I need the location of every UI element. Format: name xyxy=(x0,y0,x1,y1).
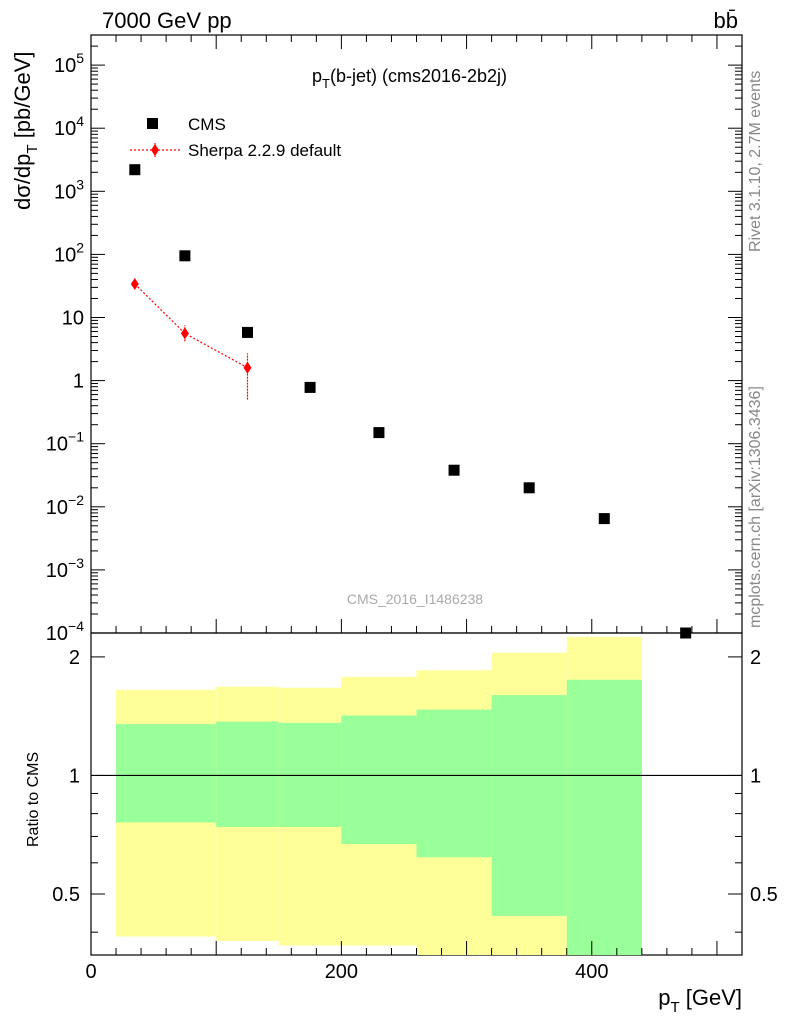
cms-series xyxy=(129,164,692,639)
band-inner-bin xyxy=(566,679,642,955)
energy-label: 7000 GeV pp xyxy=(102,8,232,33)
legend-cms-label: CMS xyxy=(188,115,226,134)
sherpa-point xyxy=(180,327,189,340)
y-tick-label-base: 10 xyxy=(54,55,76,77)
x-tick-label: 0 xyxy=(85,961,96,983)
y-tick-label: 104 xyxy=(54,113,84,140)
band-inner-bin xyxy=(216,721,279,827)
y-tick-label-base: 10 xyxy=(46,434,68,456)
x-axis-label: pT [GeV] xyxy=(658,985,742,1016)
y-tick-label-base: 10 xyxy=(54,244,76,266)
band-inner-bin xyxy=(341,715,417,844)
cms-point xyxy=(680,627,692,639)
analysis-watermark: CMS_2016_I1486238 xyxy=(347,591,483,607)
y-tick-label-base: 10 xyxy=(46,560,68,582)
cms-point xyxy=(373,427,385,439)
y-tick-label: 103 xyxy=(54,176,84,203)
ratio-y-tick-label: 1 xyxy=(69,765,80,787)
ratio-y-tick-label-right: 2 xyxy=(750,647,761,669)
cms-point xyxy=(304,381,316,393)
x-tick-label: 400 xyxy=(575,961,608,983)
cms-point xyxy=(129,164,141,176)
rivet-label: Rivet 3.1.10, 2.7M events xyxy=(747,71,764,252)
process-label: bb̄ xyxy=(714,8,738,33)
legend: CMS Sherpa 2.2.9 default xyxy=(130,115,341,160)
y-tick-label-exp: 2 xyxy=(76,239,84,255)
y-tick-label: 10−1 xyxy=(46,429,84,456)
x-tick-labels: 0 200 400 xyxy=(85,961,608,983)
mcplots-label: mcplots.cern.ch [arXiv:1306.3436] xyxy=(747,386,764,628)
cms-point xyxy=(179,250,191,262)
cms-point xyxy=(598,513,610,525)
y-tick-label-exp: 3 xyxy=(76,176,84,192)
ratio-y-axis-label: Ratio to CMS xyxy=(25,752,42,847)
ratio-y-tick-label: 2 xyxy=(69,647,80,669)
sherpa-point xyxy=(243,361,252,374)
y-tick-label-base: 10 xyxy=(46,623,68,645)
legend-cms-marker xyxy=(147,118,158,129)
y-tick-label-base: 10 xyxy=(46,497,68,519)
y-tick-label-exp: −2 xyxy=(68,492,84,508)
y-tick-label: 10−4 xyxy=(46,618,84,645)
main-y-axis-label: dσ/dpT [pb/GeV] xyxy=(10,51,41,210)
y-tick-label: 102 xyxy=(54,239,84,266)
y-tick-label-exp: 5 xyxy=(76,50,84,66)
y-tick-label: 10−2 xyxy=(46,492,84,519)
cms-point xyxy=(448,464,460,476)
band-inner-bin xyxy=(116,724,217,823)
y-tick-label-exp: 4 xyxy=(76,113,84,129)
ratio-y-tick-labels: 0.5 0.5 1 1 2 2 xyxy=(52,647,778,906)
sherpa-point xyxy=(130,277,139,290)
sherpa-line xyxy=(134,283,248,369)
sherpa-series xyxy=(130,277,252,400)
band-inner-bin xyxy=(491,695,567,916)
cms-point xyxy=(523,482,535,494)
y-tick-label-exp: −4 xyxy=(68,618,84,634)
y-tick-label: 105 xyxy=(54,50,84,77)
x-tick-label: 200 xyxy=(325,961,358,983)
legend-sherpa-label: Sherpa 2.2.9 default xyxy=(188,141,341,160)
y-tick-label: 10−3 xyxy=(46,555,84,582)
ratio-bands xyxy=(91,636,742,955)
y-tick-label: 1 xyxy=(73,371,84,393)
y-tick-label-base: 10 xyxy=(54,181,76,203)
ratio-y-tick-label-right: 0.5 xyxy=(750,884,778,906)
y-tick-label: 10 xyxy=(62,308,84,330)
cms-point xyxy=(241,326,253,338)
y-tick-label-base: 10 xyxy=(54,118,76,140)
ratio-y-tick-label-right: 1 xyxy=(750,765,761,787)
ratio-y-tick-label: 0.5 xyxy=(52,884,80,906)
y-tick-label-exp: −1 xyxy=(68,429,84,445)
band-inner-bin xyxy=(416,709,492,858)
axis-ticks xyxy=(90,34,743,955)
legend-sherpa-marker xyxy=(151,144,159,156)
plot-title: pT(b-jet) (cms2016-2b2j) xyxy=(312,66,507,91)
y-tick-label-exp: −3 xyxy=(68,555,84,571)
